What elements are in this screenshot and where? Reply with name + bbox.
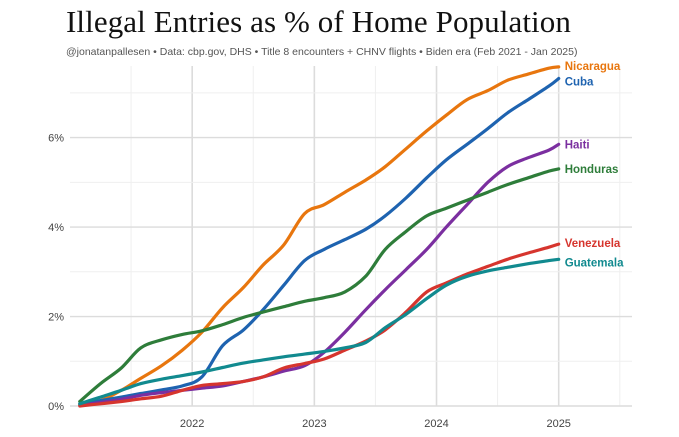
chart-subtitle: @jonatanpallesen • Data: cbp.gov, DHS • … [66,46,578,58]
y-tick-label: 0% [48,401,64,413]
y-tick-label: 4% [48,222,64,234]
series-label-haiti: Haiti [565,139,590,151]
y-tick-label: 2% [48,312,64,324]
series-line-haiti [78,142,561,407]
axis-ticks: 0% 2% 4% 6% 2022 2023 2024 2025 [48,133,571,430]
series-labels: Nicaragua Cuba Haiti Honduras Venezuela Guate… [565,61,624,269]
series-label-nicaragua: Nicaragua [565,61,621,73]
series-line-guatemala [78,257,561,406]
series-line-venezuela [78,242,561,408]
series-lines [78,65,561,408]
series-label-venezuela: Venezuela [565,238,621,250]
chart-title: Illegal Entries as % of Home Population [66,4,571,39]
series-line-nicaragua [78,65,561,407]
x-tick-label: 2022 [180,418,204,430]
series-label-guatemala: Guatemala [565,257,624,269]
series-label-honduras: Honduras [565,164,619,176]
series-label-cuba: Cuba [565,77,594,89]
y-tick-label: 6% [48,133,64,145]
series-line-cuba [78,76,561,406]
x-tick-label: 2023 [302,418,326,430]
x-tick-label: 2025 [546,418,570,430]
series-line-honduras [78,167,561,404]
x-tick-label: 2024 [424,418,448,430]
